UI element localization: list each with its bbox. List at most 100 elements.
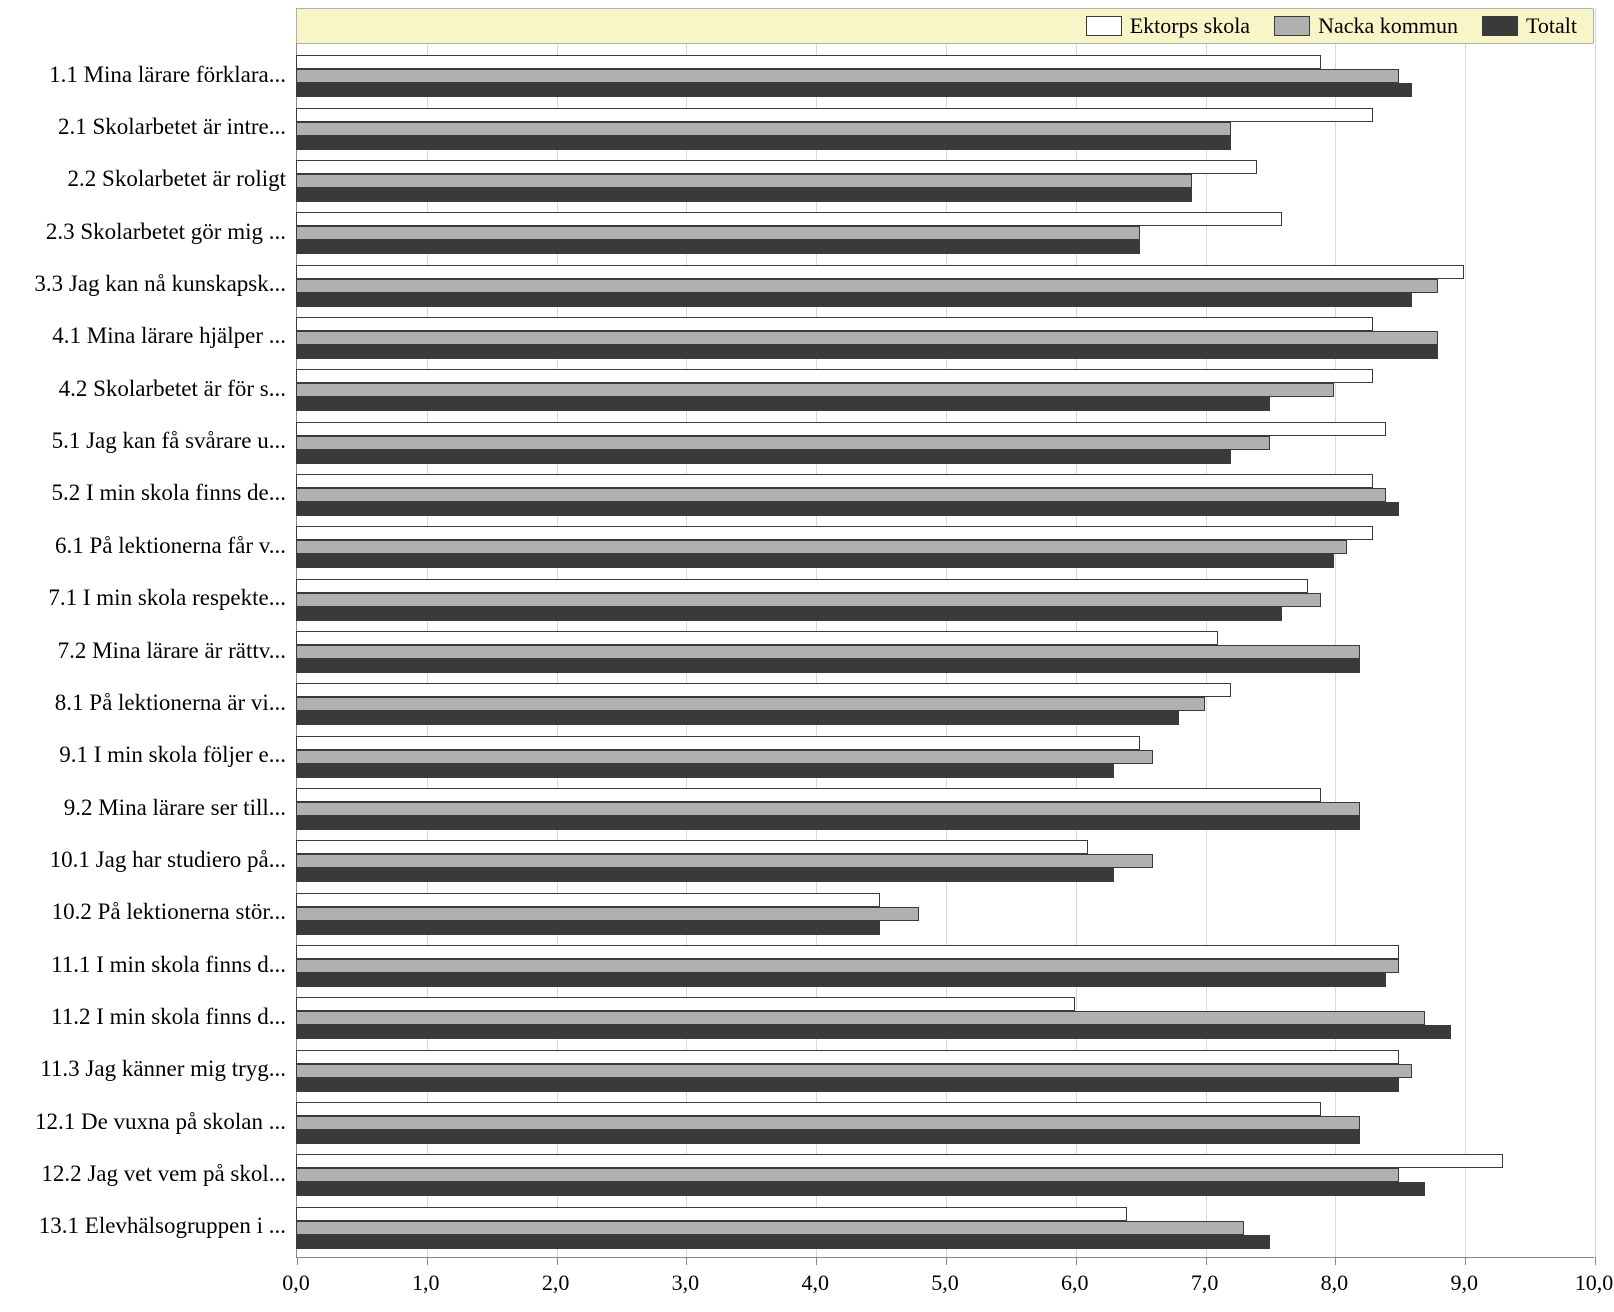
x-tick-label: 0,0 bbox=[271, 1270, 321, 1296]
x-tick-label: 3,0 bbox=[660, 1270, 710, 1296]
bar-totalt bbox=[296, 1235, 1270, 1249]
category-label: 3.3 Jag kan nå kunskapsk... bbox=[34, 271, 286, 297]
bar-totalt bbox=[296, 868, 1114, 882]
legend-label: Nacka kommun bbox=[1318, 13, 1458, 39]
bar-totalt bbox=[296, 1078, 1399, 1092]
bar-nacka bbox=[296, 383, 1334, 397]
legend-label: Ektorps skola bbox=[1130, 13, 1250, 39]
x-tick bbox=[1076, 1257, 1077, 1265]
bar-totalt bbox=[296, 816, 1360, 830]
bar-totalt bbox=[296, 554, 1334, 568]
bar-ektorps bbox=[296, 212, 1282, 226]
bar-nacka bbox=[296, 540, 1347, 554]
chart-legend: Ektorps skola Nacka kommun Totalt bbox=[296, 8, 1594, 44]
category-label: 13.1 Elevhälsogruppen i ... bbox=[39, 1213, 286, 1239]
x-tick-label: 7,0 bbox=[1180, 1270, 1230, 1296]
category-label: 10.1 Jag har studiero på... bbox=[50, 847, 286, 873]
bar-nacka bbox=[296, 593, 1321, 607]
bar-nacka bbox=[296, 959, 1399, 973]
category-label: 8.1 På lektionerna är vi... bbox=[55, 690, 286, 716]
legend-swatch bbox=[1086, 16, 1122, 36]
x-tick bbox=[816, 1257, 817, 1265]
x-gridline bbox=[1595, 8, 1596, 1257]
bar-nacka bbox=[296, 436, 1270, 450]
x-tick-label: 9,0 bbox=[1439, 1270, 1489, 1296]
x-tick-label: 5,0 bbox=[920, 1270, 970, 1296]
bar-totalt bbox=[296, 397, 1270, 411]
category-label: 7.2 Mina lärare är rättv... bbox=[58, 638, 286, 664]
x-tick bbox=[427, 1257, 428, 1265]
bar-ektorps bbox=[296, 369, 1373, 383]
bar-totalt bbox=[296, 973, 1386, 987]
category-label: 10.2 På lektionerna stör... bbox=[52, 899, 286, 925]
category-label: 1.1 Mina lärare förklara... bbox=[49, 62, 286, 88]
bar-nacka bbox=[296, 750, 1153, 764]
bar-nacka bbox=[296, 802, 1360, 816]
x-tick-label: 6,0 bbox=[1050, 1270, 1100, 1296]
bar-nacka bbox=[296, 279, 1438, 293]
bar-ektorps bbox=[296, 997, 1075, 1011]
bar-nacka bbox=[296, 1168, 1399, 1182]
bar-ektorps bbox=[296, 1102, 1321, 1116]
x-tick bbox=[946, 1257, 947, 1265]
category-label: 2.2 Skolarbetet är roligt bbox=[68, 166, 286, 192]
bar-ektorps bbox=[296, 736, 1140, 750]
bar-ektorps bbox=[296, 108, 1373, 122]
bar-nacka bbox=[296, 174, 1192, 188]
category-label: 9.2 Mina lärare ser till... bbox=[64, 795, 286, 821]
category-label: 9.1 I min skola följer e... bbox=[59, 742, 286, 768]
legend-label: Totalt bbox=[1526, 13, 1577, 39]
bar-nacka bbox=[296, 907, 919, 921]
x-tick-label: 4,0 bbox=[790, 1270, 840, 1296]
bar-ektorps bbox=[296, 474, 1373, 488]
x-tick bbox=[1465, 1257, 1466, 1265]
category-label: 5.1 Jag kan få svårare u... bbox=[52, 428, 286, 454]
bar-totalt bbox=[296, 1130, 1360, 1144]
bar-nacka bbox=[296, 1064, 1412, 1078]
bar-ektorps bbox=[296, 631, 1218, 645]
x-gridline bbox=[1465, 8, 1466, 1257]
bar-ektorps bbox=[296, 945, 1399, 959]
category-label: 2.3 Skolarbetet gör mig ... bbox=[46, 219, 286, 245]
bar-nacka bbox=[296, 226, 1140, 240]
bar-totalt bbox=[296, 136, 1231, 150]
bar-totalt bbox=[296, 711, 1179, 725]
bar-totalt bbox=[296, 659, 1360, 673]
bar-totalt bbox=[296, 764, 1114, 778]
x-tick-label: 8,0 bbox=[1309, 1270, 1359, 1296]
x-tick-label: 1,0 bbox=[401, 1270, 451, 1296]
category-label: 4.2 Skolarbetet är för s... bbox=[59, 376, 286, 402]
bar-ektorps bbox=[296, 788, 1321, 802]
bar-ektorps bbox=[296, 265, 1464, 279]
bar-ektorps bbox=[296, 840, 1088, 854]
x-tick bbox=[557, 1257, 558, 1265]
bar-totalt bbox=[296, 188, 1192, 202]
category-label: 2.1 Skolarbetet är intre... bbox=[58, 114, 286, 140]
bar-totalt bbox=[296, 1025, 1451, 1039]
category-label: 6.1 På lektionerna får v... bbox=[55, 533, 286, 559]
bar-totalt bbox=[296, 293, 1412, 307]
bar-nacka bbox=[296, 69, 1399, 83]
bar-totalt bbox=[296, 502, 1399, 516]
bar-totalt bbox=[296, 240, 1140, 254]
category-label: 4.1 Mina lärare hjälper ... bbox=[52, 323, 286, 349]
category-label: 11.3 Jag känner mig tryg... bbox=[40, 1056, 286, 1082]
x-tick-label: 2,0 bbox=[531, 1270, 581, 1296]
bar-ektorps bbox=[296, 1154, 1503, 1168]
bar-ektorps bbox=[296, 683, 1231, 697]
bar-ektorps bbox=[296, 317, 1373, 331]
bar-ektorps bbox=[296, 1050, 1399, 1064]
x-tick bbox=[1206, 1257, 1207, 1265]
x-tick bbox=[297, 1257, 298, 1265]
bar-ektorps bbox=[296, 1207, 1127, 1221]
bar-ektorps bbox=[296, 579, 1308, 593]
legend-swatch bbox=[1274, 16, 1310, 36]
bar-ektorps bbox=[296, 55, 1321, 69]
bar-nacka bbox=[296, 697, 1205, 711]
x-tick-label: 10,0 bbox=[1569, 1270, 1614, 1296]
legend-item: Totalt bbox=[1482, 13, 1577, 39]
bar-nacka bbox=[296, 122, 1231, 136]
category-label: 11.1 I min skola finns d... bbox=[51, 952, 286, 978]
bar-ektorps bbox=[296, 160, 1257, 174]
bar-totalt bbox=[296, 83, 1412, 97]
